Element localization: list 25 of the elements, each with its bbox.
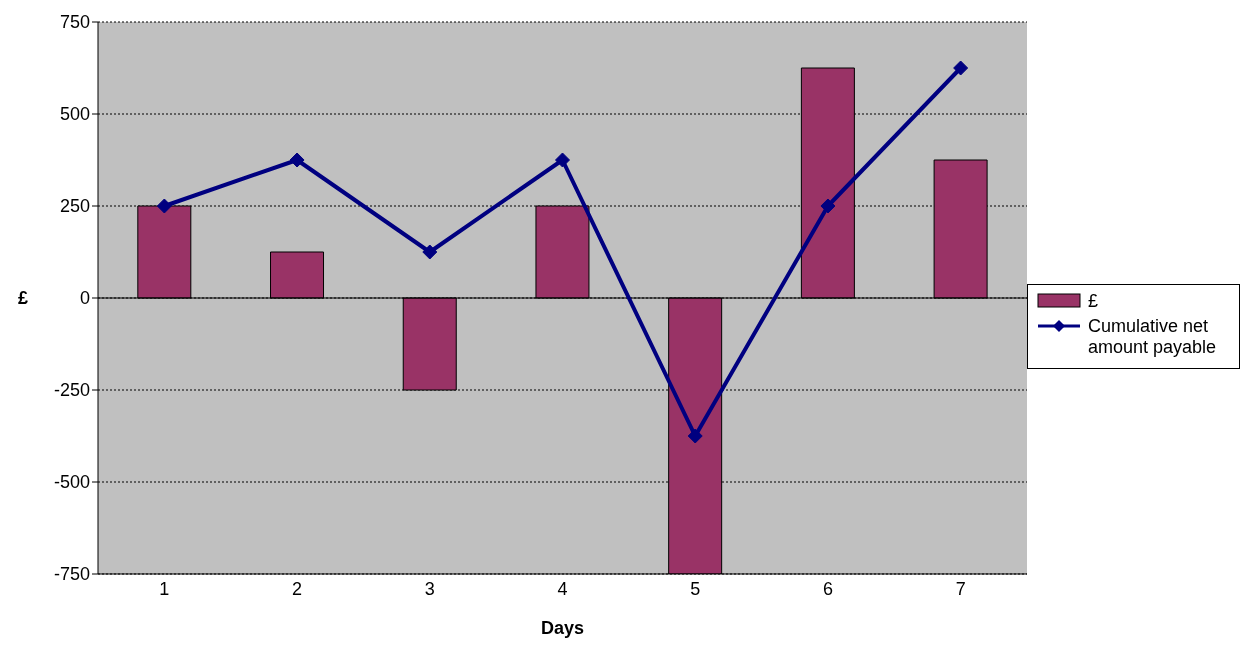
- y-tick-label: 0: [79, 288, 90, 309]
- y-tick-label: 500: [59, 104, 90, 125]
- point: [422, 244, 438, 260]
- y-axis-title: £: [18, 288, 29, 309]
- y-tick-label: 250: [59, 196, 90, 217]
- x-tick-label: 2: [292, 578, 303, 599]
- point: [555, 152, 570, 168]
- point: [820, 198, 836, 214]
- x-tick-label: 7: [955, 578, 966, 599]
- y-tick-label: -750: [53, 564, 90, 585]
- y-tick-label: 750: [59, 12, 90, 33]
- legend-label: £: [1088, 290, 1099, 312]
- legend-label: Cumulative net amount payable: [1088, 315, 1218, 358]
- point: [156, 198, 172, 214]
- x-tick-label: 4: [557, 578, 568, 599]
- x-axis-title: Days: [540, 618, 585, 638]
- x-tick-label: 3: [424, 578, 435, 599]
- point: [289, 152, 305, 168]
- x-tick-label: 5: [690, 578, 701, 599]
- y-tick-label: -500: [53, 472, 90, 493]
- x-tick-label: 6: [822, 578, 833, 599]
- x-tick-label: 1: [159, 578, 170, 599]
- point: [953, 60, 969, 76]
- point: [687, 428, 703, 444]
- y-tick-label: -250: [53, 380, 90, 401]
